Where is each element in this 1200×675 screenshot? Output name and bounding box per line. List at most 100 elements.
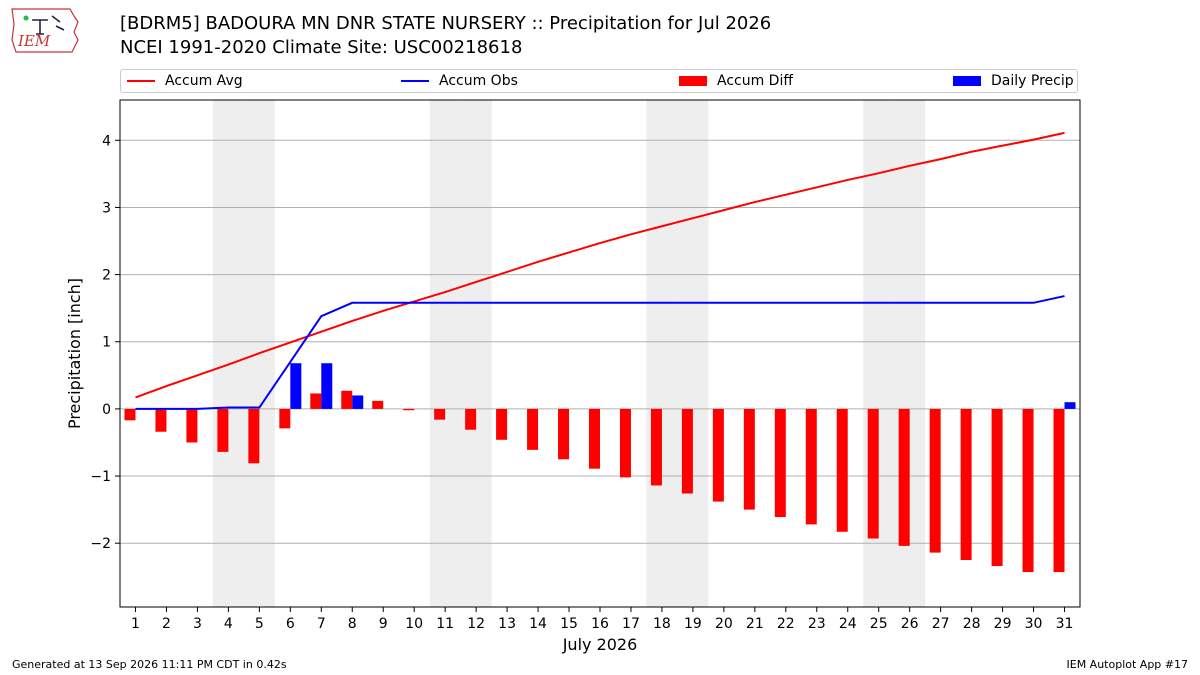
iowa-outline-icon	[11, 8, 79, 53]
weekend-band-18	[646, 100, 678, 607]
accum-diff-bar-30	[1022, 408, 1034, 573]
legend-item-accum-diff: Accum Diff	[679, 73, 793, 91]
accum-diff-bar-4	[217, 408, 229, 452]
accum-diff-bar-9	[372, 400, 384, 409]
accum-diff-bar-11	[434, 408, 446, 420]
xtick-label-21: 21	[746, 616, 764, 632]
y-axis-label: Precipitation [inch]	[65, 278, 84, 429]
accum-diff-bar-16	[589, 408, 600, 469]
xtick-label-8: 8	[348, 616, 357, 632]
accum-diff-bar-17	[619, 408, 631, 478]
chart-title: [BDRM5] BADOURA MN DNR STATE NURSERY :: …	[120, 13, 772, 34]
accum-diff-bar-21	[743, 408, 755, 510]
accum-diff-bar-15	[558, 408, 570, 460]
xtick-label-26: 26	[901, 616, 919, 632]
weekend-band-19	[677, 100, 709, 607]
legend-label-daily-precip: Daily Precip	[991, 73, 1074, 89]
legend-swatch-daily-precip	[953, 76, 981, 86]
xtick-label-24: 24	[839, 616, 857, 632]
iem-logo: IEM	[11, 8, 79, 53]
accum-diff-bar-1	[124, 408, 136, 421]
accum-diff-bar-18	[650, 408, 662, 486]
accum-diff-bar-10	[403, 408, 415, 411]
legend-swatch-accum-diff	[679, 76, 707, 86]
accum-diff-bar-23	[805, 408, 817, 525]
xtick-label-31: 31	[1056, 616, 1074, 632]
xtick-label-3: 3	[193, 616, 202, 632]
accum-diff-bar-7	[310, 393, 322, 409]
ytick-label-4: 2	[102, 268, 111, 284]
accum-diff-bar-31	[1053, 408, 1065, 573]
accum-diff-bar-6	[279, 408, 291, 429]
legend-item-accum-avg: Accum Avg	[127, 73, 243, 91]
accum-avg-line	[135, 131, 1065, 399]
xtick-label-17: 17	[622, 616, 640, 632]
accum-diff-bar-19	[681, 408, 693, 494]
accum-diff-bar-5	[248, 408, 260, 464]
legend-label-accum-diff: Accum Diff	[717, 73, 794, 89]
weekend-band-4	[212, 100, 244, 607]
xtick-label-7: 7	[317, 616, 326, 632]
xtick-label-1: 1	[131, 616, 140, 632]
legend-swatch-accum-avg	[127, 80, 155, 82]
legend-item-daily-precip: Daily Precip	[953, 73, 1074, 91]
xtick-label-28: 28	[963, 616, 981, 632]
ytick-label-5: 3	[102, 200, 111, 216]
xtick-label-23: 23	[808, 616, 826, 632]
daily-precip-bar-6	[290, 363, 302, 409]
xtick-label-11: 11	[436, 616, 454, 632]
accum-diff-bar-12	[465, 408, 477, 430]
xtick-label-10: 10	[405, 616, 423, 632]
x-axis-label: July 2026	[562, 635, 638, 654]
accum-obs-line	[135, 295, 1065, 410]
xtick-label-20: 20	[715, 616, 733, 632]
xtick-label-14: 14	[529, 616, 547, 632]
accum-diff-bar-25	[867, 408, 879, 539]
xtick-label-12: 12	[467, 616, 485, 632]
footer-app-id: IEM Autoplot App #17	[1066, 658, 1189, 671]
xtick-label-15: 15	[560, 616, 578, 632]
legend: Accum Avg Accum Obs Accum Diff Daily Pre…	[120, 69, 1078, 93]
xtick-label-9: 9	[379, 616, 388, 632]
accum-diff-bar-22	[774, 408, 786, 518]
accum-diff-bar-14	[527, 408, 539, 450]
ytick-label-0: −2	[90, 536, 111, 552]
accum-diff-bar-2	[155, 408, 167, 432]
ytick-label-3: 1	[102, 335, 111, 351]
ytick-label-2: 0	[102, 402, 111, 418]
xtick-label-18: 18	[653, 616, 671, 632]
xtick-label-13: 13	[498, 616, 516, 632]
xtick-label-25: 25	[870, 616, 888, 632]
daily-precip-bar-31	[1064, 402, 1076, 409]
weekend-band-12	[460, 100, 492, 607]
xtick-label-4: 4	[224, 616, 233, 632]
legend-swatch-accum-obs	[401, 80, 429, 82]
legend-label-accum-obs: Accum Obs	[439, 73, 518, 89]
xtick-label-19: 19	[684, 616, 702, 632]
weather-station-icon	[32, 15, 65, 35]
ytick-label-6: 4	[102, 133, 111, 149]
xtick-label-22: 22	[777, 616, 795, 632]
accum-diff-bar-28	[960, 408, 972, 560]
accum-diff-bar-27	[929, 408, 941, 553]
logo-text: IEM	[17, 32, 51, 50]
accum-diff-bar-3	[186, 408, 198, 443]
ytick-label-1: −1	[90, 469, 111, 485]
xtick-label-30: 30	[1025, 616, 1043, 632]
chart-subtitle: NCEI 1991-2020 Climate Site: USC00218618	[120, 37, 523, 58]
xtick-label-2: 2	[162, 616, 171, 632]
accum-diff-bar-8	[341, 390, 353, 409]
accum-diff-bar-26	[898, 408, 910, 546]
accum-diff-bar-20	[712, 408, 724, 502]
daily-precip-bar-7	[321, 363, 333, 409]
legend-item-accum-obs: Accum Obs	[401, 73, 518, 91]
legend-label-accum-avg: Accum Avg	[165, 73, 243, 89]
weekend-band-11	[429, 100, 461, 607]
xtick-label-27: 27	[932, 616, 950, 632]
xtick-label-29: 29	[994, 616, 1012, 632]
xtick-label-5: 5	[255, 616, 264, 632]
xtick-label-6: 6	[286, 616, 295, 632]
xtick-label-16: 16	[591, 616, 609, 632]
accum-diff-bar-13	[496, 408, 508, 440]
daily-precip-bar-8	[352, 395, 364, 409]
